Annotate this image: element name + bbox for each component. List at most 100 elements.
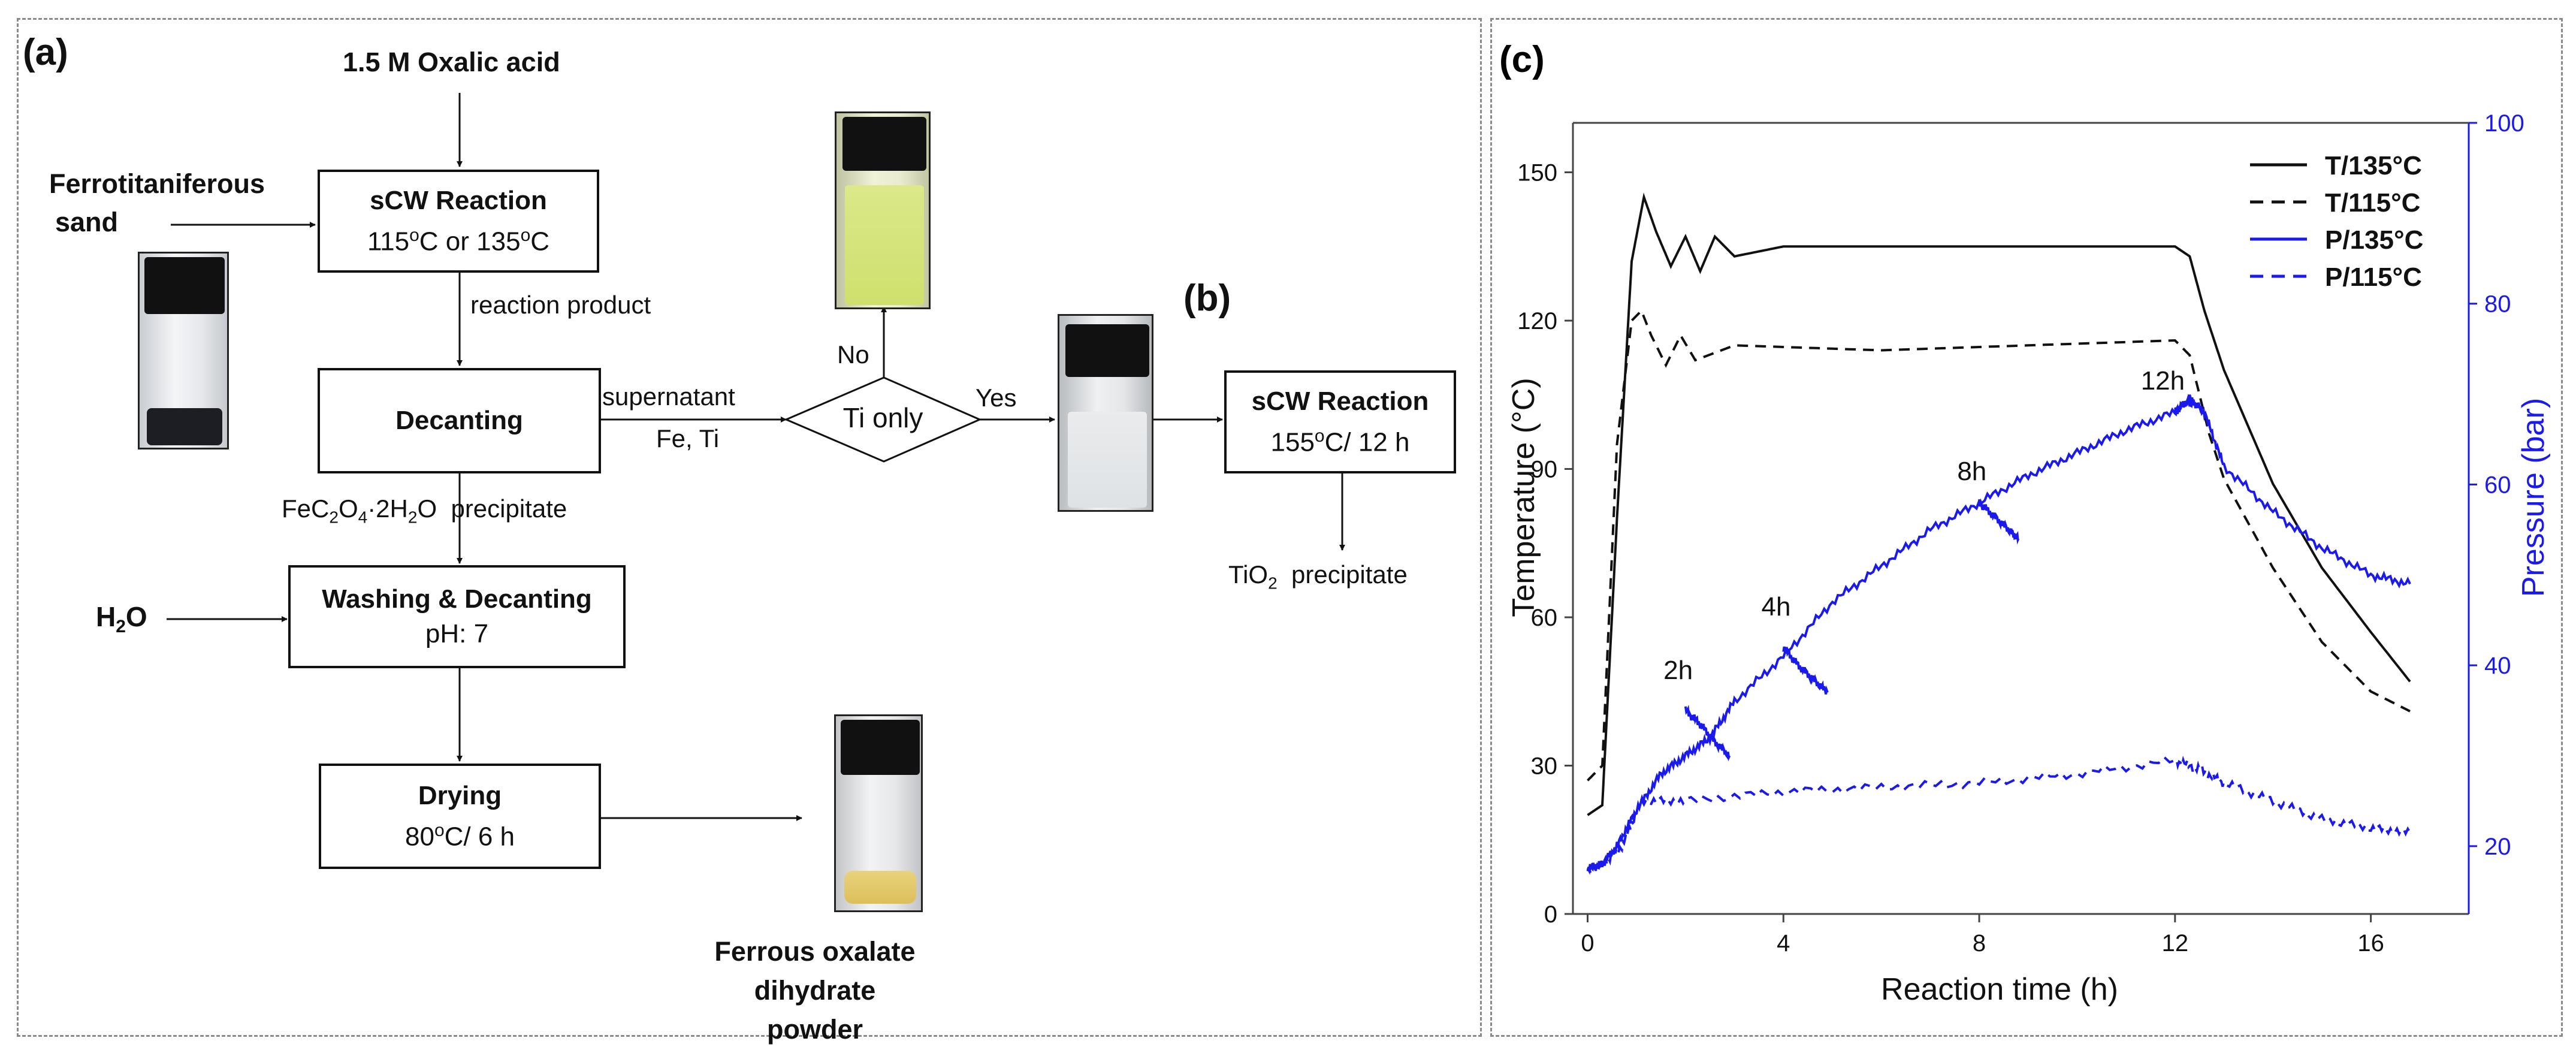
y2-tick-label: 60 — [2484, 472, 2511, 498]
reaction1-temp-mid: C or 135 — [419, 227, 521, 257]
series-line-branch-5 — [1782, 646, 1829, 695]
drying-title: Drying — [418, 780, 502, 810]
fe-ti-label: Fe, Ti — [656, 424, 720, 452]
vial-cap — [1065, 324, 1149, 377]
fe-oxalate-part: O precipitate — [417, 494, 567, 523]
annotation-label: 2h — [1663, 656, 1693, 685]
fe-oxalate-part: ·2H — [367, 494, 408, 523]
fe-oxalate-sub: 2 — [329, 508, 339, 527]
reaction1-temp-unit: C — [530, 227, 550, 257]
y-axis-label: Temperature (°C) — [1506, 378, 1541, 617]
panel-c-label: (c) — [1499, 39, 1545, 80]
reaction2-box: sCW Reaction 155oC/ 12 h — [1224, 370, 1456, 473]
x-tick-label: 0 — [1581, 930, 1594, 957]
fe-oxalate-label: FeC2O4·2H2O precipitate — [282, 494, 567, 527]
vial-cap — [842, 117, 926, 171]
vial-cap — [144, 257, 225, 314]
tio2-precipitate: precipitate — [1277, 560, 1408, 589]
reaction2-title: sCW Reaction — [1251, 386, 1429, 416]
series-line-branch-6 — [1978, 498, 2020, 545]
sand-sediment — [147, 408, 222, 445]
decision-yes-label: Yes — [976, 384, 1017, 412]
annotation-label: 4h — [1762, 592, 1791, 621]
tio2-label: TiO2 precipitate — [1228, 560, 1408, 593]
reaction1-title: sCW Reaction — [370, 185, 547, 215]
y2-axis-label: Pressure (bar) — [2516, 398, 2551, 597]
panel-b-label: (b) — [1183, 277, 1231, 319]
decision-label: Ti only — [842, 402, 923, 433]
tio2-subscript: 2 — [1268, 574, 1278, 593]
reaction1-box: sCW Reaction 115oC or 135oC — [318, 170, 599, 273]
yellow-solution — [845, 185, 924, 305]
legend-label: P/135°C — [2325, 225, 2423, 255]
reaction2-time: C/ 12 h — [1324, 427, 1410, 457]
series-line-t-135-c — [1587, 192, 2411, 816]
legend-label: T/135°C — [2325, 151, 2422, 180]
drying-conditions: 80oC/ 6 h — [405, 813, 515, 855]
y2-tick-label: 20 — [2484, 834, 2511, 860]
reaction1-temp1: 115 — [367, 227, 410, 257]
water-subscript: 2 — [116, 617, 126, 637]
product-line2: powder — [766, 1014, 863, 1045]
supernatant-vial-photo — [835, 111, 931, 309]
tio2-formula: TiO — [1228, 560, 1269, 589]
x-tick-label: 16 — [2357, 930, 2384, 957]
drying-temp: 80 — [404, 822, 434, 852]
flowchart-arrows — [167, 93, 1345, 821]
y-tick-label: 30 — [1531, 753, 1558, 780]
degree-sup: o — [1314, 426, 1325, 446]
series-line-branch-4 — [1684, 705, 1731, 762]
feed-line2: sand — [55, 207, 119, 237]
degree-sup: o — [520, 225, 531, 245]
x-tick-label: 4 — [1777, 930, 1790, 957]
y2-tick-label: 80 — [2484, 291, 2511, 318]
y-tick-label: 60 — [1531, 605, 1558, 631]
annotation-label: 12h — [2141, 366, 2185, 396]
y2-tick-label: 100 — [2484, 110, 2524, 137]
water-label: H2O — [96, 601, 147, 637]
drying-box: Drying 80oC/ 6 h — [319, 764, 601, 869]
chart-panel — [1490, 18, 2563, 1037]
legend-label: P/115°C — [2325, 262, 2422, 292]
series-line-p-115-c — [1586, 755, 2411, 873]
reaction1-conditions: 115oC or 135oC — [367, 218, 549, 260]
washing-box: Washing & Decanting pH: 7 — [288, 565, 626, 668]
series-line-t-115-c — [1587, 308, 2411, 782]
y-tick-label: 90 — [1531, 457, 1558, 483]
decision-no-label: No — [837, 340, 869, 369]
fe-oxalate-sub: 2 — [407, 508, 418, 527]
y-tick-label: 0 — [1544, 901, 1557, 928]
flowchart-panel — [17, 18, 1482, 1037]
fe-oxalate-part: FeC — [282, 494, 330, 523]
annotation-label: 8h — [1957, 457, 1986, 486]
panel-a-label: (a) — [23, 32, 68, 73]
water-h: H — [96, 601, 116, 632]
reaction2-conditions: 155oC/ 12 h — [1271, 419, 1410, 460]
vial-cap — [841, 720, 920, 775]
x-axis-label: Reaction time (h) — [1881, 972, 2118, 1007]
fe-oxalate-sub: 4 — [358, 508, 368, 527]
degree-sup: o — [409, 225, 419, 245]
drying-time: C/ 6 h — [444, 822, 515, 852]
decision-diamond — [784, 376, 982, 463]
washing-title: Washing & Decanting — [322, 584, 592, 614]
decanting-box: Decanting — [318, 368, 601, 473]
y2-tick-label: 40 — [2484, 653, 2511, 679]
fe-oxalate-part: O — [338, 494, 358, 523]
series-line-branch-7 — [2173, 399, 2196, 414]
y-tick-label: 120 — [1517, 308, 1557, 334]
series-line-p-135-c — [1586, 393, 2411, 875]
sand-vial-photo — [138, 252, 229, 449]
y-tick-label: 150 — [1517, 160, 1557, 186]
legend-label: T/115°C — [2325, 188, 2420, 218]
reaction2-temp: 155 — [1270, 427, 1315, 457]
yellow-powder — [844, 871, 916, 904]
reaction-product-label: reaction product — [470, 291, 651, 319]
product-label: Ferrous oxalate dihydrate powder — [659, 932, 971, 1049]
washing-ph: pH: 7 — [425, 619, 489, 648]
supernatant-label: supernatant — [602, 382, 735, 411]
powder-vial-photo — [834, 714, 923, 912]
degree-sup: o — [434, 820, 445, 840]
ti-vial-photo — [1058, 314, 1153, 512]
